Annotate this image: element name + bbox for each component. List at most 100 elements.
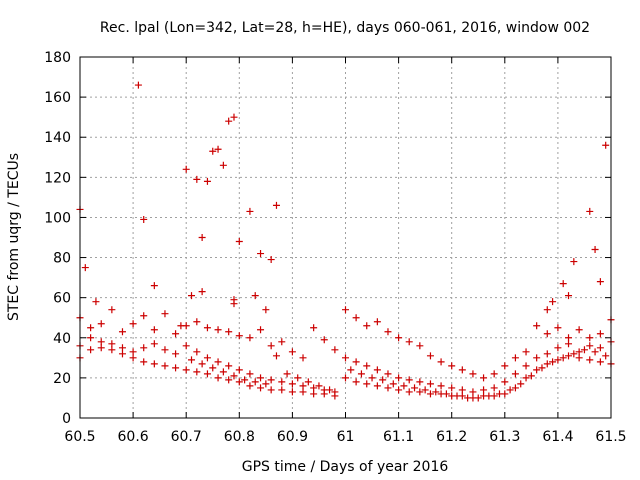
data-point xyxy=(511,384,519,392)
data-point xyxy=(347,366,355,374)
data-point xyxy=(108,306,116,314)
data-point xyxy=(235,378,243,386)
data-point xyxy=(373,382,381,390)
data-point xyxy=(193,318,201,326)
data-point xyxy=(384,384,392,392)
data-point xyxy=(230,113,238,121)
data-point xyxy=(257,374,265,382)
data-point xyxy=(469,388,477,396)
y-tick-label: 160 xyxy=(44,90,71,106)
data-point xyxy=(198,288,206,296)
data-point xyxy=(559,354,567,362)
data-point xyxy=(506,386,514,394)
data-point xyxy=(342,306,349,314)
data-point xyxy=(193,368,201,376)
data-point xyxy=(527,372,535,380)
data-point xyxy=(426,380,434,388)
data-point xyxy=(172,364,180,372)
data-point xyxy=(188,292,196,300)
data-point xyxy=(225,117,233,125)
data-point xyxy=(129,320,137,328)
data-point xyxy=(342,374,349,382)
data-point xyxy=(288,388,296,396)
x-axis-ticks: 60.5 60.6 60.7 60.8 60.9 61 61.1 61.2 61.3 61.4 61… xyxy=(64,57,627,445)
x-tick-label: 61.3 xyxy=(489,429,520,445)
x-tick-label: 60.9 xyxy=(277,429,308,445)
data-point xyxy=(554,344,562,352)
y-tick-label: 100 xyxy=(44,210,71,226)
data-point xyxy=(209,364,217,372)
data-point xyxy=(511,370,519,378)
data-point xyxy=(575,354,583,362)
data-point xyxy=(299,354,307,362)
grid-lines xyxy=(80,57,611,418)
data-point xyxy=(118,328,126,336)
data-point xyxy=(182,342,190,350)
data-point xyxy=(405,388,413,396)
data-point xyxy=(416,342,424,350)
y-tick-label: 0 xyxy=(62,411,71,427)
x-tick-label: 60.8 xyxy=(224,429,255,445)
data-point xyxy=(108,340,116,348)
data-point xyxy=(426,390,434,398)
data-point xyxy=(267,386,275,394)
data-point xyxy=(586,356,594,364)
data-point xyxy=(246,207,254,215)
data-point xyxy=(278,386,286,394)
data-point xyxy=(161,362,169,370)
data-point xyxy=(421,386,429,394)
data-point xyxy=(352,358,360,366)
data-point xyxy=(257,250,265,258)
data-point xyxy=(591,246,599,254)
data-point xyxy=(299,388,307,396)
data-point xyxy=(161,346,169,354)
data-point xyxy=(97,338,105,346)
data-point xyxy=(214,374,222,382)
data-point xyxy=(97,320,105,328)
data-point xyxy=(464,394,472,402)
data-point xyxy=(522,362,530,370)
data-point xyxy=(299,382,307,390)
data-point xyxy=(241,376,249,384)
data-point xyxy=(559,280,567,288)
x-tick-label: 60.7 xyxy=(171,429,202,445)
data-point xyxy=(511,354,519,362)
data-point xyxy=(368,374,376,382)
data-point xyxy=(203,354,211,362)
data-point xyxy=(87,334,95,342)
data-point xyxy=(182,322,190,330)
data-point xyxy=(209,147,217,155)
data-point xyxy=(326,386,334,394)
data-point xyxy=(586,207,594,215)
data-point xyxy=(575,326,583,334)
data-point xyxy=(453,392,461,400)
data-point xyxy=(230,372,238,380)
y-tick-label: 120 xyxy=(44,170,71,186)
data-point xyxy=(543,350,551,358)
data-point xyxy=(230,300,238,308)
data-point xyxy=(304,378,312,386)
data-point xyxy=(214,358,222,366)
data-point xyxy=(92,298,100,306)
chart-title: Rec. lpal (Lon=342, Lat=28, h=HE), days … xyxy=(100,20,590,36)
data-point xyxy=(150,360,158,368)
data-point xyxy=(140,312,148,320)
data-point xyxy=(570,258,578,266)
data-point xyxy=(342,354,349,362)
data-point xyxy=(490,384,498,392)
y-tick-label: 80 xyxy=(53,251,71,267)
data-point xyxy=(118,344,126,352)
data-point xyxy=(602,141,610,149)
data-point xyxy=(182,366,190,374)
data-point xyxy=(198,234,206,241)
data-point xyxy=(188,356,196,364)
data-point xyxy=(495,390,503,398)
data-point xyxy=(310,324,318,332)
data-point xyxy=(331,346,339,354)
y-tick-label: 20 xyxy=(53,371,71,387)
data-point xyxy=(150,340,158,348)
plot-frame xyxy=(79,56,612,419)
data-point xyxy=(373,366,381,374)
data-point xyxy=(81,264,89,272)
